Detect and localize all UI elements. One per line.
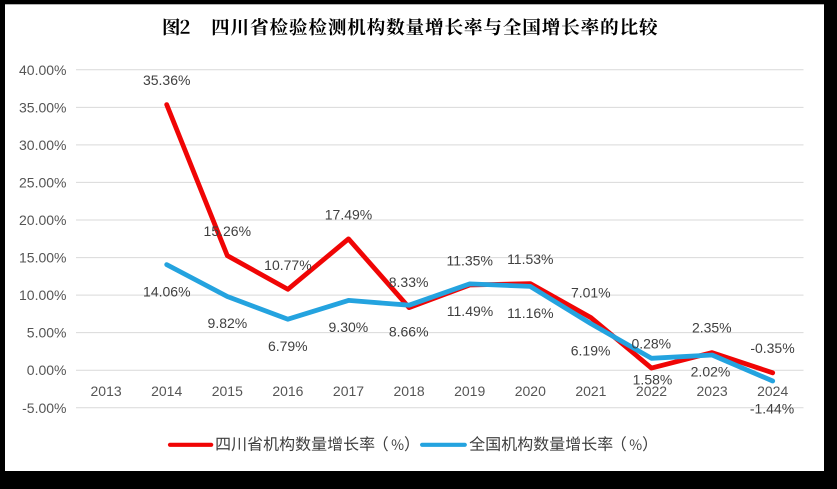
svg-text:-1.44%: -1.44% (750, 401, 794, 417)
svg-text:25.00%: 25.00% (19, 174, 66, 190)
svg-text:0.28%: 0.28% (631, 335, 671, 351)
svg-text:2015: 2015 (212, 383, 243, 399)
svg-text:2013: 2013 (91, 383, 122, 399)
svg-text:15.00%: 15.00% (19, 250, 66, 266)
svg-text:2014: 2014 (151, 383, 182, 399)
svg-text:6.79%: 6.79% (268, 338, 308, 354)
svg-text:20.00%: 20.00% (19, 212, 66, 228)
svg-text:2016: 2016 (272, 383, 303, 399)
svg-text:8.66%: 8.66% (389, 323, 429, 339)
svg-text:2018: 2018 (394, 383, 425, 399)
svg-text:2022: 2022 (636, 383, 667, 399)
svg-text:17.49%: 17.49% (325, 206, 372, 222)
svg-text:5.00%: 5.00% (27, 325, 67, 341)
svg-text:6.19%: 6.19% (571, 343, 611, 359)
svg-text:7.01%: 7.01% (571, 285, 611, 301)
svg-text:-5.00%: -5.00% (22, 400, 66, 416)
svg-text:2019: 2019 (454, 383, 485, 399)
svg-text:2021: 2021 (575, 383, 606, 399)
svg-text:2024: 2024 (757, 383, 788, 399)
svg-text:2.02%: 2.02% (691, 363, 731, 379)
svg-text:14.06%: 14.06% (143, 284, 190, 300)
svg-text:1.58%: 1.58% (633, 372, 673, 388)
svg-text:2020: 2020 (515, 383, 546, 399)
svg-text:11.53%: 11.53% (507, 251, 553, 267)
svg-text:10.00%: 10.00% (19, 287, 66, 303)
svg-text:2017: 2017 (333, 383, 364, 399)
svg-text:40.00%: 40.00% (19, 62, 66, 78)
svg-text:8.33%: 8.33% (389, 274, 429, 290)
svg-text:30.00%: 30.00% (19, 137, 66, 153)
svg-text:35.00%: 35.00% (19, 99, 66, 115)
svg-text:9.30%: 9.30% (329, 319, 369, 335)
svg-text:10.77%: 10.77% (264, 257, 311, 273)
svg-text:0.00%: 0.00% (27, 362, 67, 378)
svg-text:2.35%: 2.35% (692, 319, 732, 335)
svg-text:35.36%: 35.36% (143, 72, 190, 88)
svg-text:-0.35%: -0.35% (750, 340, 794, 356)
svg-text:11.35%: 11.35% (446, 253, 492, 269)
svg-text:15.26%: 15.26% (204, 223, 251, 239)
svg-text:11.16%: 11.16% (507, 305, 553, 321)
svg-text:9.82%: 9.82% (208, 315, 248, 331)
svg-text:2023: 2023 (697, 383, 728, 399)
svg-text:11.49%: 11.49% (447, 303, 493, 319)
